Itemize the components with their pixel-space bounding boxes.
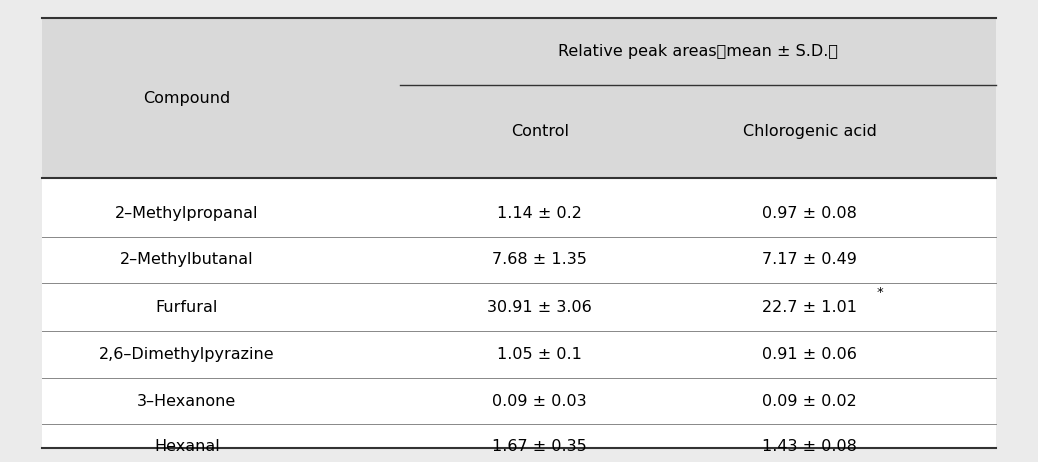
Text: 7.68 ± 1.35: 7.68 ± 1.35: [492, 252, 588, 267]
Text: *: *: [877, 286, 883, 299]
FancyBboxPatch shape: [42, 178, 996, 448]
Text: Chlorogenic acid: Chlorogenic acid: [743, 124, 876, 139]
Text: 3–Hexanone: 3–Hexanone: [137, 395, 237, 409]
Text: 1.14 ± 0.2: 1.14 ± 0.2: [497, 206, 582, 221]
Text: Compound: Compound: [143, 91, 230, 106]
Text: Relative peak areas（mean ± S.D.）: Relative peak areas（mean ± S.D.）: [558, 44, 838, 60]
Text: 2–Methylpropanal: 2–Methylpropanal: [115, 206, 258, 221]
Text: 7.17 ± 0.49: 7.17 ± 0.49: [762, 252, 857, 267]
Text: 0.91 ± 0.06: 0.91 ± 0.06: [762, 347, 857, 362]
Text: 1.43 ± 0.08: 1.43 ± 0.08: [762, 439, 857, 454]
FancyBboxPatch shape: [42, 18, 996, 178]
Text: 1.05 ± 0.1: 1.05 ± 0.1: [497, 347, 582, 362]
Text: 1.67 ± 0.35: 1.67 ± 0.35: [492, 439, 588, 454]
Text: Hexanal: Hexanal: [154, 439, 220, 454]
Text: 22.7 ± 1.01: 22.7 ± 1.01: [762, 300, 857, 315]
Text: 0.09 ± 0.02: 0.09 ± 0.02: [762, 395, 857, 409]
Text: 2,6–Dimethylpyrazine: 2,6–Dimethylpyrazine: [99, 347, 275, 362]
Text: 30.91 ± 3.06: 30.91 ± 3.06: [488, 300, 592, 315]
Text: 2–Methylbutanal: 2–Methylbutanal: [120, 252, 253, 267]
Text: Furfural: Furfural: [156, 300, 218, 315]
Text: Control: Control: [511, 124, 569, 139]
Text: 0.09 ± 0.03: 0.09 ± 0.03: [492, 395, 588, 409]
Text: 0.97 ± 0.08: 0.97 ± 0.08: [762, 206, 857, 221]
